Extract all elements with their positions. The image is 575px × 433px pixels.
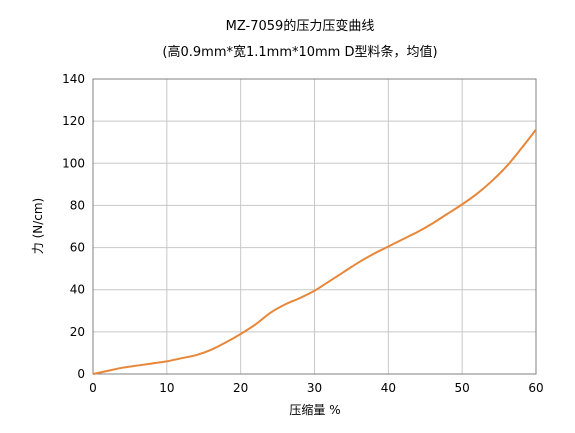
grid bbox=[92, 78, 537, 375]
y-tick-label: 100 bbox=[62, 156, 85, 170]
y-tick-label: 120 bbox=[62, 114, 85, 128]
chart-title: MZ-7059的压力压变曲线 bbox=[226, 18, 375, 34]
y-tick-label: 0 bbox=[77, 367, 85, 381]
y-tick-label: 80 bbox=[70, 198, 85, 212]
y-tick-label: 140 bbox=[62, 72, 85, 86]
y-tick-label: 20 bbox=[70, 325, 85, 339]
x-tick-label: 50 bbox=[455, 381, 470, 395]
chart-subtitle: (高0.9mm*宽1.1mm*10mm D型料条，均值) bbox=[162, 44, 437, 60]
x-axis-ticks: 0 10 20 30 40 50 60 bbox=[89, 381, 543, 395]
x-tick-label: 20 bbox=[233, 381, 248, 395]
plot-frame bbox=[92, 78, 537, 375]
y-axis-label: 力 (N/cm) bbox=[31, 198, 45, 255]
x-axis-label: 压缩量 % bbox=[289, 402, 340, 417]
y-tick-label: 40 bbox=[70, 283, 85, 297]
x-tick-label: 0 bbox=[89, 381, 97, 395]
series-layer bbox=[92, 128, 537, 375]
x-tick-label: 40 bbox=[381, 381, 396, 395]
series-line bbox=[92, 128, 537, 375]
x-tick-label: 60 bbox=[528, 381, 543, 395]
y-tick-label: 60 bbox=[70, 241, 85, 255]
x-tick-label: 30 bbox=[307, 381, 322, 395]
x-tick-label: 10 bbox=[159, 381, 174, 395]
y-axis-ticks: 0 20 40 60 80 100 120 140 bbox=[62, 72, 85, 381]
